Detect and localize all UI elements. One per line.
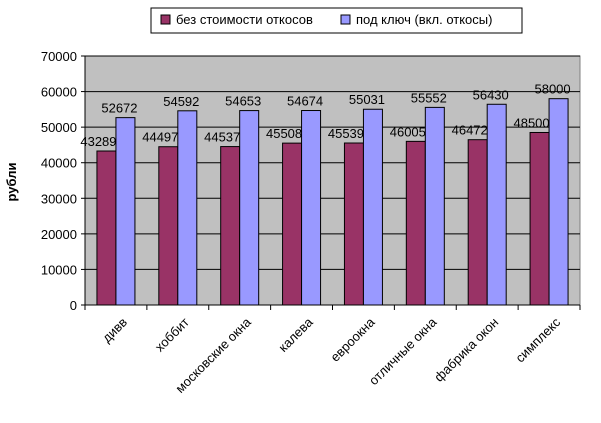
data-label-series-2: 58000 xyxy=(534,82,570,97)
bar-series-2 xyxy=(424,106,445,306)
y-tick-label: 10000 xyxy=(41,262,77,277)
legend-swatch-series-2 xyxy=(340,14,351,25)
x-tick-label: фабрика окон xyxy=(431,315,501,385)
bar-series-1 xyxy=(405,140,426,306)
bar-series-2 xyxy=(177,110,198,306)
x-tick-label: хоббит xyxy=(152,314,192,354)
data-label-series-1: 43289 xyxy=(80,134,116,149)
bars xyxy=(96,98,569,306)
bar-series-2 xyxy=(115,117,136,306)
bar-series-2 xyxy=(239,110,260,306)
y-tick-label: 0 xyxy=(70,298,77,313)
bar-series-2 xyxy=(548,98,569,306)
data-label-series-1: 44537 xyxy=(204,130,240,145)
y-tick-label: 70000 xyxy=(41,49,77,64)
data-label-series-2: 54653 xyxy=(225,94,261,109)
bar-series-1 xyxy=(282,142,303,306)
legend-label-series-2: под ключ (вкл. откосы) xyxy=(356,12,492,27)
y-tick-label: 30000 xyxy=(41,191,77,206)
legend: без стоимости откосов под ключ (вкл. отк… xyxy=(150,7,523,34)
y-axis-title: рубли xyxy=(4,163,19,202)
data-label-series-1: 48500 xyxy=(513,115,549,130)
bar-series-2 xyxy=(362,108,383,306)
x-tick-label: симплекс xyxy=(512,314,563,365)
data-label-series-2: 56430 xyxy=(473,87,509,102)
data-label-series-1: 45508 xyxy=(266,126,302,141)
bar-series-1 xyxy=(529,131,550,306)
bar-series-1 xyxy=(96,150,117,306)
bar-series-1 xyxy=(467,139,488,306)
x-tick-label: евроокна xyxy=(327,314,378,365)
data-label-series-2: 55552 xyxy=(411,90,447,105)
x-tick-label: калева xyxy=(275,314,316,355)
data-label-series-2: 54592 xyxy=(163,94,199,109)
data-label-series-1: 46472 xyxy=(452,123,488,138)
bar-series-2 xyxy=(486,103,507,306)
data-labels: 43289 52672 44497 54592 44537 54653 45508 54674… xyxy=(80,82,570,149)
data-label-series-2: 54674 xyxy=(287,94,323,109)
y-tick-label: 40000 xyxy=(41,156,77,171)
y-tick-label: 60000 xyxy=(41,85,77,100)
bar-series-2 xyxy=(301,110,322,306)
legend-label-series-1: без стоимости откосов xyxy=(176,12,313,27)
data-label-series-1: 46005 xyxy=(390,124,426,139)
legend-swatch-series-1 xyxy=(160,14,171,25)
data-label-series-1: 44497 xyxy=(142,130,178,145)
data-label-series-2: 52672 xyxy=(101,101,137,116)
data-label-series-2: 55031 xyxy=(349,92,385,107)
data-label-series-1: 45539 xyxy=(328,126,364,141)
y-tick-label: 20000 xyxy=(41,227,77,242)
bar-series-1 xyxy=(220,146,241,306)
x-tick-label: дивв xyxy=(99,314,130,345)
bar-series-1 xyxy=(158,146,179,306)
legend-frame xyxy=(150,7,523,34)
y-axis: 0 10000 20000 30000 40000 50000 60000 70000 xyxy=(41,49,86,313)
bar-series-1 xyxy=(343,142,364,306)
y-tick-label: 50000 xyxy=(41,120,77,135)
